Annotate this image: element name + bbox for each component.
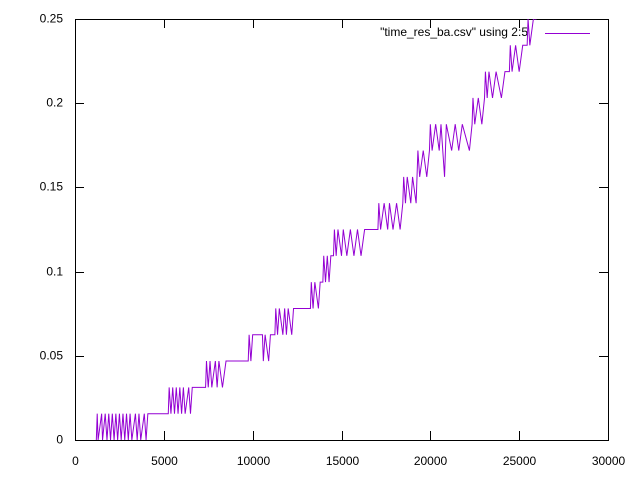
y-tick-label: 0.2: [46, 96, 63, 110]
x-tick-label: 5000: [151, 454, 178, 468]
series-line: [95, 19, 537, 440]
legend: "time_res_ba.csv" using 2:5: [380, 25, 590, 39]
legend-label: "time_res_ba.csv" using 2:5: [380, 25, 528, 39]
x-tick-label: 15000: [326, 454, 360, 468]
x-tick-label: 30000: [592, 454, 626, 468]
x-tick-label: 0: [72, 454, 79, 468]
plot-border: [75, 19, 609, 441]
y-tick-label: 0.15: [40, 180, 64, 194]
y-tick-label: 0: [56, 433, 63, 447]
x-tick-label: 25000: [503, 454, 537, 468]
y-tick-label: 0.05: [40, 349, 64, 363]
y-tick-label: 0.1: [46, 265, 63, 279]
y-tick-label: 0.25: [40, 12, 64, 26]
x-tick-label: 10000: [237, 454, 271, 468]
x-tick-label: 20000: [414, 454, 448, 468]
